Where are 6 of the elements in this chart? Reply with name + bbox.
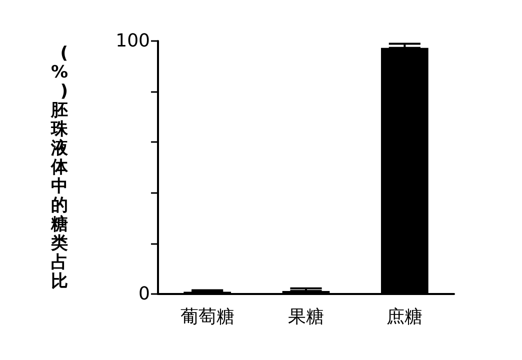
x-tick-label: 果糖 <box>288 306 324 328</box>
x-tick-label: 庶糖 <box>386 306 423 328</box>
text: (%)胚珠液体中的糖类占比 <box>50 44 68 292</box>
x-tick-label: 葡萄糖 <box>180 306 234 328</box>
y-tick-label: 100 <box>116 30 150 52</box>
y-tick-label: 0 <box>138 284 150 304</box>
